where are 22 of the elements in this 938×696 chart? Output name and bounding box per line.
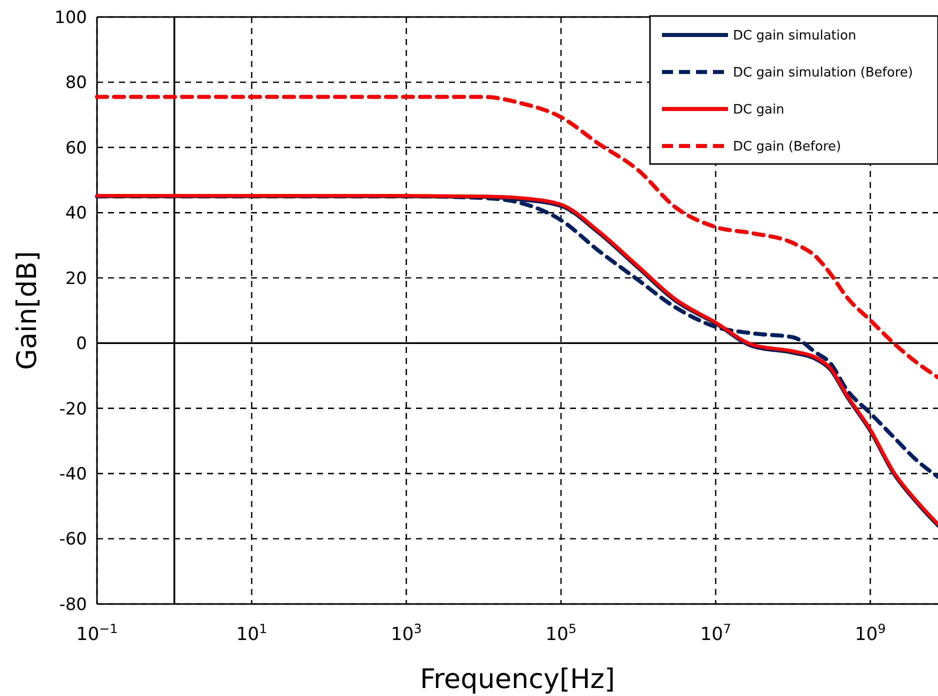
legend-label: DC gain simulation (Before) [733, 66, 913, 81]
x-tick-label: 10$^{5}$ [546, 620, 576, 645]
y-tick-label: -20 [59, 399, 87, 420]
x-tick-label: 10$^{7}$ [700, 620, 732, 645]
y-axis-title: Gain[dB] [12, 251, 43, 370]
x-tick-label: 10$^{3}$ [390, 620, 422, 645]
y-tick-label: 0 [76, 334, 87, 354]
y-tick-label: -60 [59, 530, 87, 550]
legend-label: DC gain (Before) [733, 140, 842, 155]
y-tick-label: 80 [65, 73, 87, 94]
legend-label: DC gain simulation [733, 28, 856, 44]
y-tick-label: 20 [65, 268, 87, 289]
y-tick-label: -80 [59, 594, 87, 615]
x-tick-label: 10$^{1}$ [236, 620, 268, 645]
y-tick-label: 60 [65, 138, 87, 158]
y-tick-label: 40 [65, 204, 87, 224]
x-axis-title: Frequency[Hz] [420, 664, 616, 695]
x-tick-label: 10$^{9}$ [854, 620, 886, 645]
y-tick-label: 100 [54, 8, 87, 28]
x-tick-label: 10$^{−1}$ [76, 620, 118, 645]
y-tick-label: -40 [59, 464, 87, 485]
legend-label: DC gain [733, 102, 784, 118]
